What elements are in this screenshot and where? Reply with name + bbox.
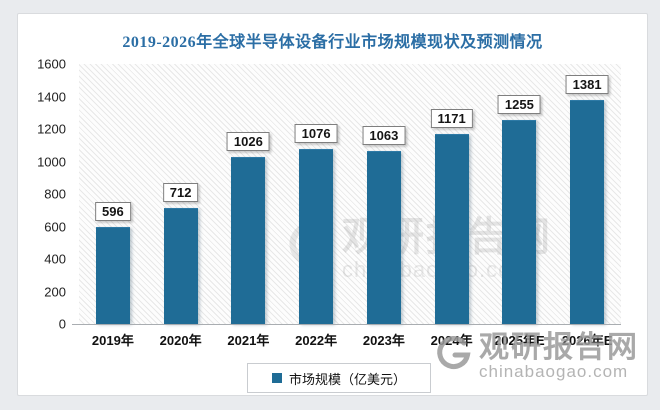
x-tick-label: 2025年E: [494, 333, 545, 348]
y-tick-label: 0: [58, 316, 66, 332]
bar: [299, 149, 334, 324]
legend-label: 市场规模（亿美元）: [288, 371, 406, 387]
y-tick-label: 400: [44, 251, 66, 267]
bar: [434, 133, 469, 324]
bar: [366, 151, 401, 324]
bar: [95, 227, 130, 324]
chart-card: 2019-2026年全球半导体设备行业市场规模现状及预测情况 0 200 400 60…: [17, 13, 648, 396]
x-tick-label: 2020年: [159, 333, 202, 348]
y-tick-label: 1400: [37, 89, 66, 104]
x-tick-label: 2024年: [430, 333, 473, 348]
y-tick-label: 800: [44, 186, 66, 202]
bar: [163, 208, 198, 324]
x-tick-label: 2023年: [362, 333, 405, 348]
bar-value-label: 1171: [430, 108, 473, 128]
y-tick-label: 1200: [37, 121, 66, 137]
y-tick-label: 600: [44, 219, 66, 234]
x-tick-label: 2022年: [295, 333, 338, 348]
bar-value-label: 1026: [226, 132, 270, 152]
bar: [570, 99, 605, 324]
watermark-domain: chinabaogao.com: [479, 362, 629, 382]
y-tick-label: 1600: [37, 56, 66, 72]
bar-value-label: 712: [162, 183, 199, 203]
bar: [502, 120, 537, 324]
bar-value-label: 1381: [565, 74, 609, 94]
legend-swatch-icon: [271, 373, 282, 383]
y-tick-label: 1000: [37, 154, 66, 169]
x-tick-label: 2019年: [91, 333, 134, 348]
plot-area: 观研报告网 chinabaogao.com 596712102610761063…: [79, 64, 621, 324]
bar-value-label: 1255: [497, 95, 541, 115]
x-axis-line: [72, 324, 621, 325]
y-axis: 0 200 400 600 800 1000 1200 1400 1600: [26, 57, 72, 332]
bar-value-label: 596: [95, 202, 131, 222]
x-axis: 2019年 2020年 2021年 2022年 2023年 2024年 2025年E 2026…: [79, 330, 621, 350]
x-tick-label: 2021年: [227, 333, 270, 348]
chart-title: 2019-2026年全球半导体设备行业市场规模现状及预测情况: [122, 34, 543, 51]
legend: 市场规模（亿美元）: [247, 363, 431, 393]
x-tick-label: 2026年E: [561, 333, 613, 348]
y-tick-label: 200: [44, 284, 66, 299]
bar-value-label: 1076: [294, 124, 338, 144]
bar-value-label: 1063: [362, 126, 406, 146]
bar: [231, 157, 266, 324]
